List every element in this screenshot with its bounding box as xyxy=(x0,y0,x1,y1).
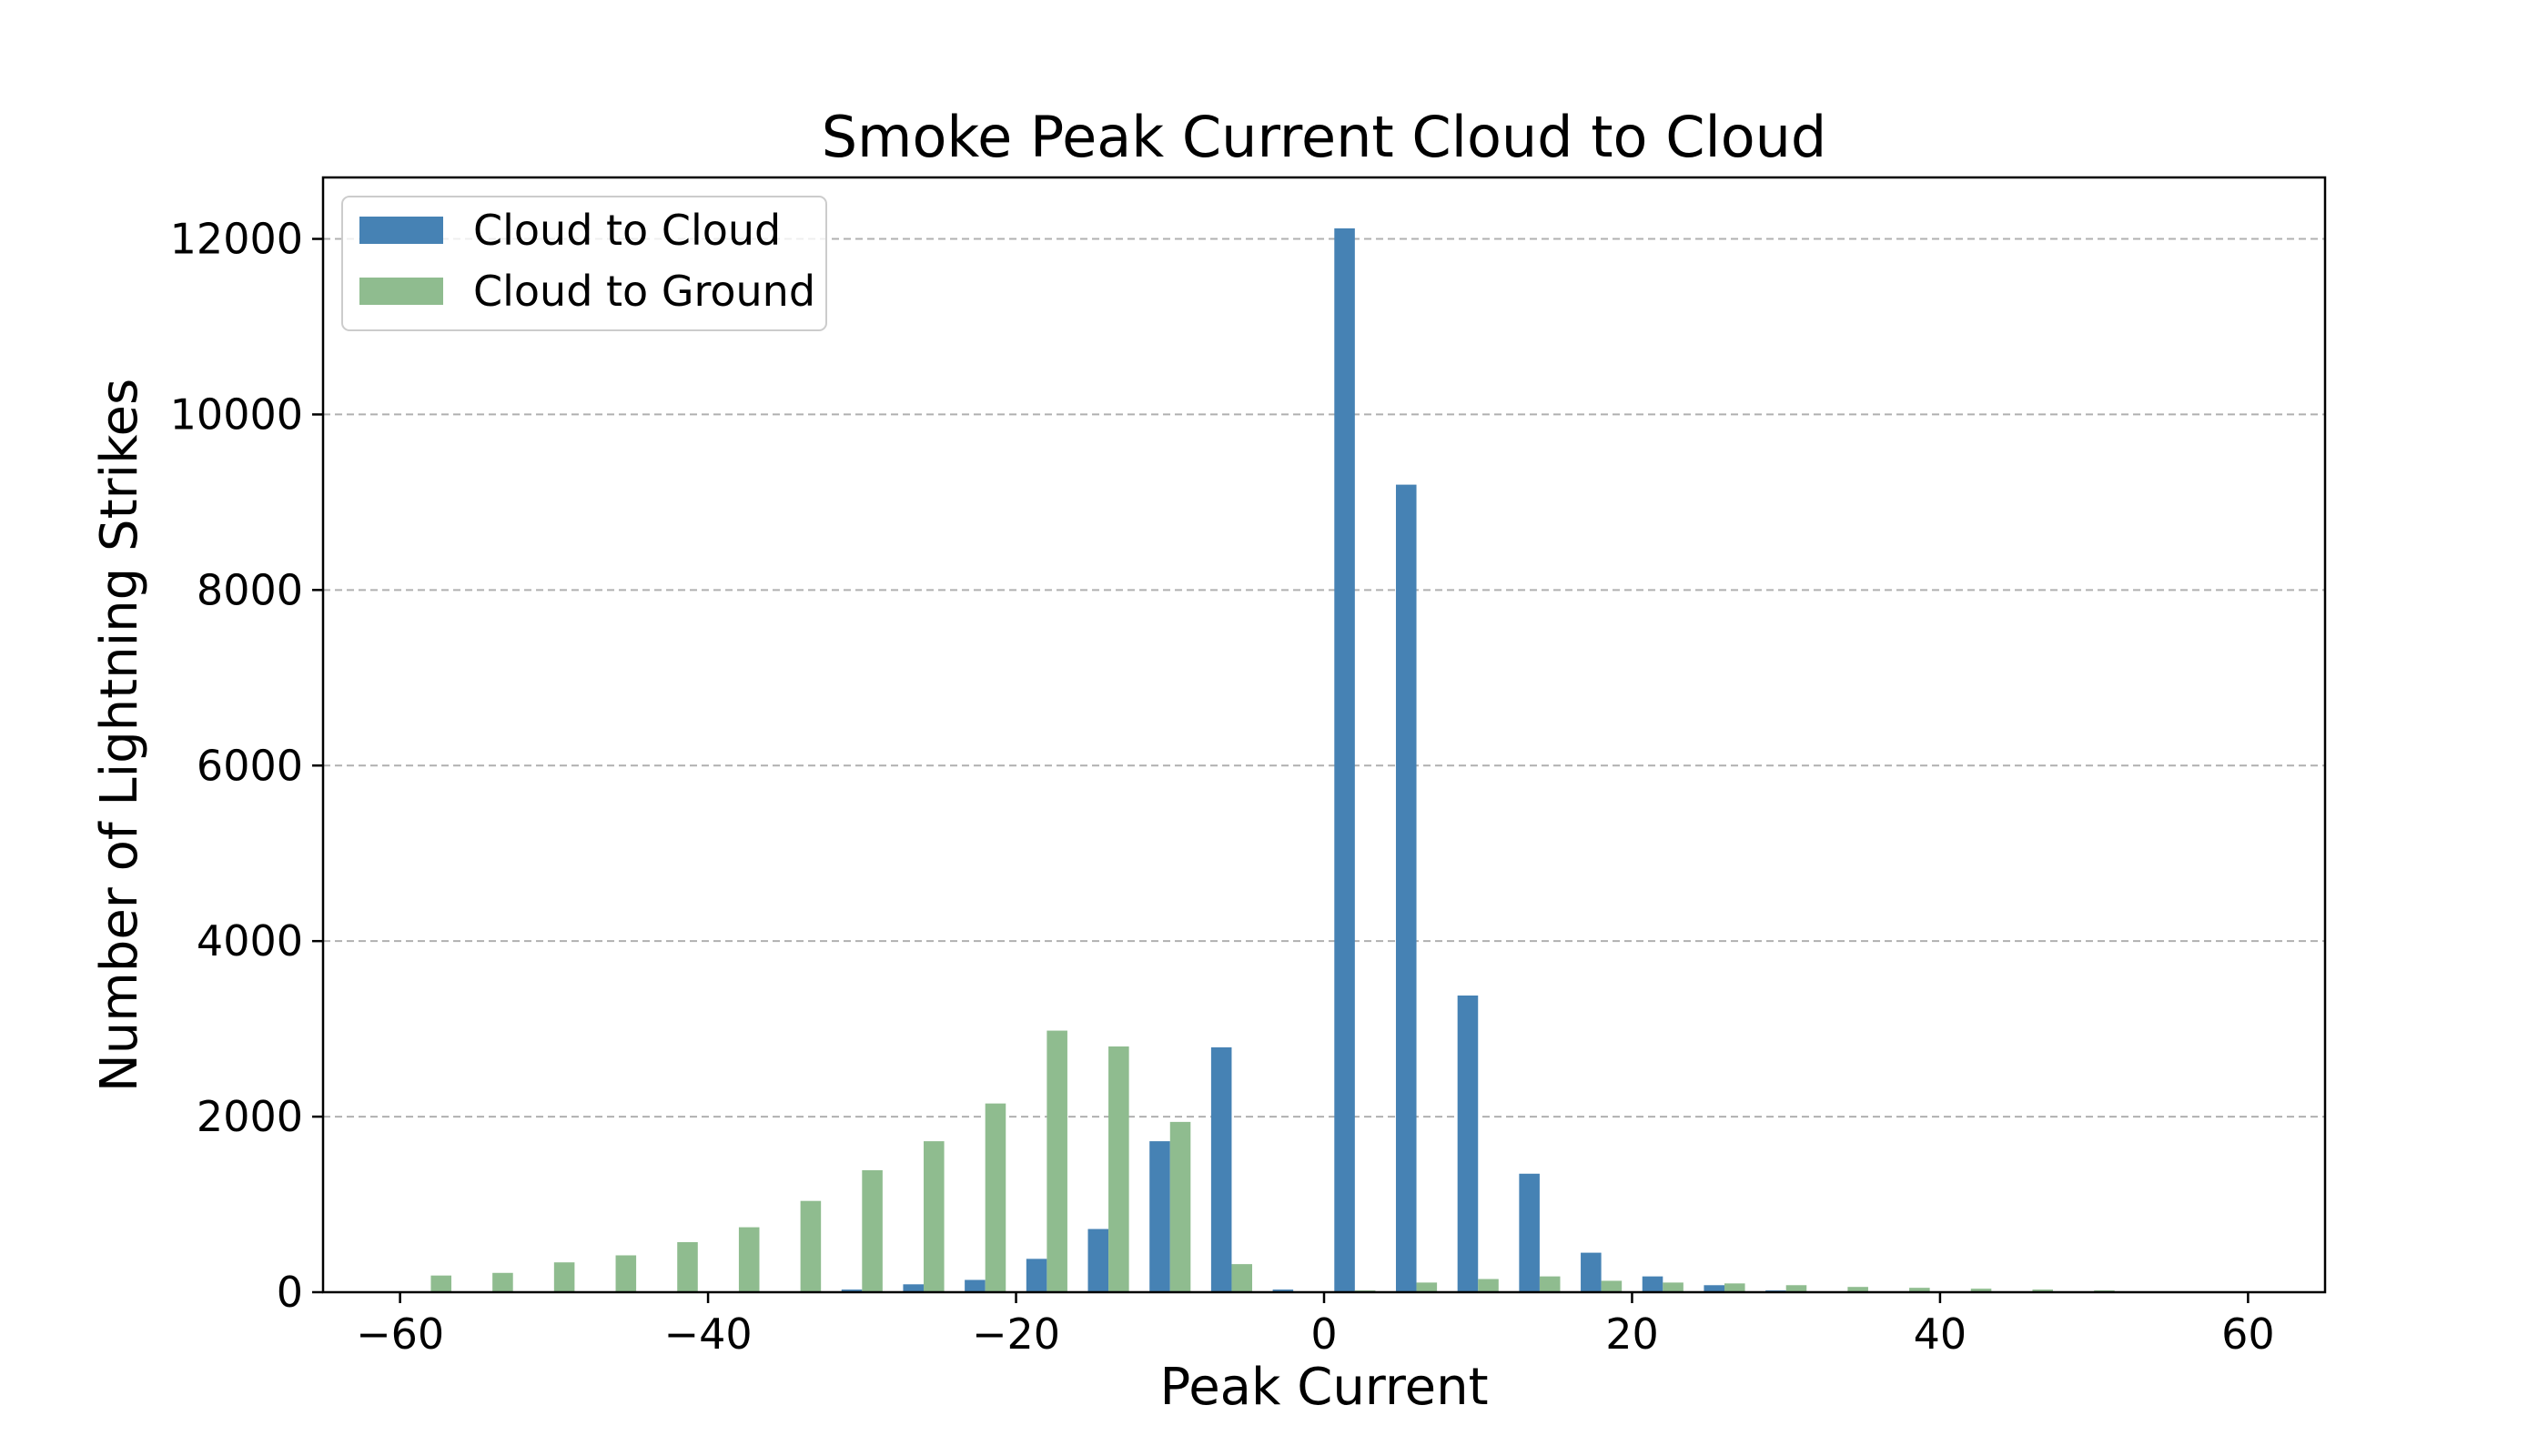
bar-cloud-to-ground xyxy=(1478,1279,1499,1292)
bar-cloud-to-cloud xyxy=(1519,1173,1540,1292)
bar-cloud-to-ground xyxy=(492,1272,513,1292)
x-tick-label: 40 xyxy=(1914,1309,1967,1359)
bar-cloud-to-cloud xyxy=(1704,1285,1724,1292)
bar-cloud-to-ground xyxy=(924,1141,945,1292)
bar-cloud-to-ground xyxy=(1663,1282,1684,1292)
legend-label: Cloud to Cloud xyxy=(473,206,781,255)
bar-cloud-to-ground xyxy=(1169,1121,1191,1292)
bar-cloud-to-ground xyxy=(1539,1276,1561,1292)
chart-title: Smoke Peak Current Cloud to Cloud xyxy=(822,104,1827,170)
bar-cloud-to-cloud xyxy=(903,1284,924,1292)
bar-cloud-to-ground xyxy=(430,1275,452,1292)
bar-cloud-to-ground xyxy=(1909,1288,1930,1292)
bar-cloud-to-ground xyxy=(1847,1287,1868,1292)
plot-frame xyxy=(321,176,2327,1294)
x-tick-label: 60 xyxy=(2221,1309,2275,1359)
x-tick-label: −40 xyxy=(664,1309,753,1359)
bar-cloud-to-cloud xyxy=(1210,1046,1232,1292)
bar-cloud-to-ground xyxy=(1970,1289,1992,1292)
bar-cloud-to-cloud xyxy=(841,1289,863,1292)
y-axis-label: Number of Lightning Strikes xyxy=(90,379,149,1092)
x-axis-label: Peak Current xyxy=(1159,1358,1488,1417)
x-tick-label: −20 xyxy=(972,1309,1060,1359)
bar-cloud-to-ground xyxy=(2032,1289,2054,1292)
x-axis-ticks: −60 −40 −20 0 20 40 60 xyxy=(356,1292,2275,1359)
bar-cloud-to-ground xyxy=(677,1242,698,1292)
x-tick-label: 20 xyxy=(1605,1309,1659,1359)
bar-cloud-to-cloud xyxy=(1149,1141,1170,1292)
bar-cloud-to-ground xyxy=(985,1103,1006,1292)
bar-cloud-to-ground xyxy=(553,1262,575,1292)
y-tick-label: 4000 xyxy=(197,916,303,966)
bar-cloud-to-ground xyxy=(738,1227,760,1292)
bars xyxy=(430,228,2239,1293)
bar-cloud-to-ground xyxy=(1724,1283,1745,1292)
legend-label: Cloud to Ground xyxy=(473,267,815,316)
bar-cloud-to-cloud xyxy=(1026,1259,1047,1292)
bar-cloud-to-ground xyxy=(615,1255,637,1292)
bar-cloud-to-ground xyxy=(1231,1264,1253,1292)
grid-lines xyxy=(323,238,2325,1293)
bar-cloud-to-cloud xyxy=(1087,1228,1109,1292)
bar-cloud-to-cloud xyxy=(1334,228,1355,1293)
x-tick-label: 0 xyxy=(1310,1309,1337,1359)
legend-box xyxy=(341,196,827,331)
y-tick-label: 10000 xyxy=(170,389,303,439)
y-tick-label: 0 xyxy=(277,1268,303,1317)
y-tick-label: 6000 xyxy=(197,741,303,790)
legend: Cloud to Cloud Cloud to Ground xyxy=(341,196,827,331)
bar-cloud-to-ground xyxy=(1601,1280,1623,1292)
legend-swatch xyxy=(359,217,443,244)
bar-cloud-to-cloud xyxy=(965,1279,986,1292)
y-tick-label: 2000 xyxy=(197,1092,303,1141)
y-tick-label: 8000 xyxy=(197,565,303,614)
y-tick-label: 12000 xyxy=(170,215,303,264)
bar-cloud-to-ground xyxy=(1785,1285,1807,1292)
legend-swatch xyxy=(359,278,443,305)
x-tick-label: −60 xyxy=(356,1309,444,1359)
bar-cloud-to-ground xyxy=(1416,1282,1438,1292)
bar-cloud-to-cloud xyxy=(1642,1276,1663,1292)
bar-cloud-to-cloud xyxy=(1457,995,1479,1292)
bar-cloud-to-ground xyxy=(1046,1030,1067,1292)
y-axis-ticks: 0 2000 4000 6000 8000 10000 12000 xyxy=(170,215,323,1317)
bar-cloud-to-ground xyxy=(862,1169,883,1292)
bar-cloud-to-ground xyxy=(1108,1046,1129,1292)
bar-cloud-to-cloud xyxy=(1581,1252,1602,1292)
bar-cloud-to-cloud xyxy=(1395,484,1417,1292)
bar-cloud-to-ground xyxy=(800,1200,822,1292)
bar-cloud-to-cloud xyxy=(1272,1289,1294,1292)
